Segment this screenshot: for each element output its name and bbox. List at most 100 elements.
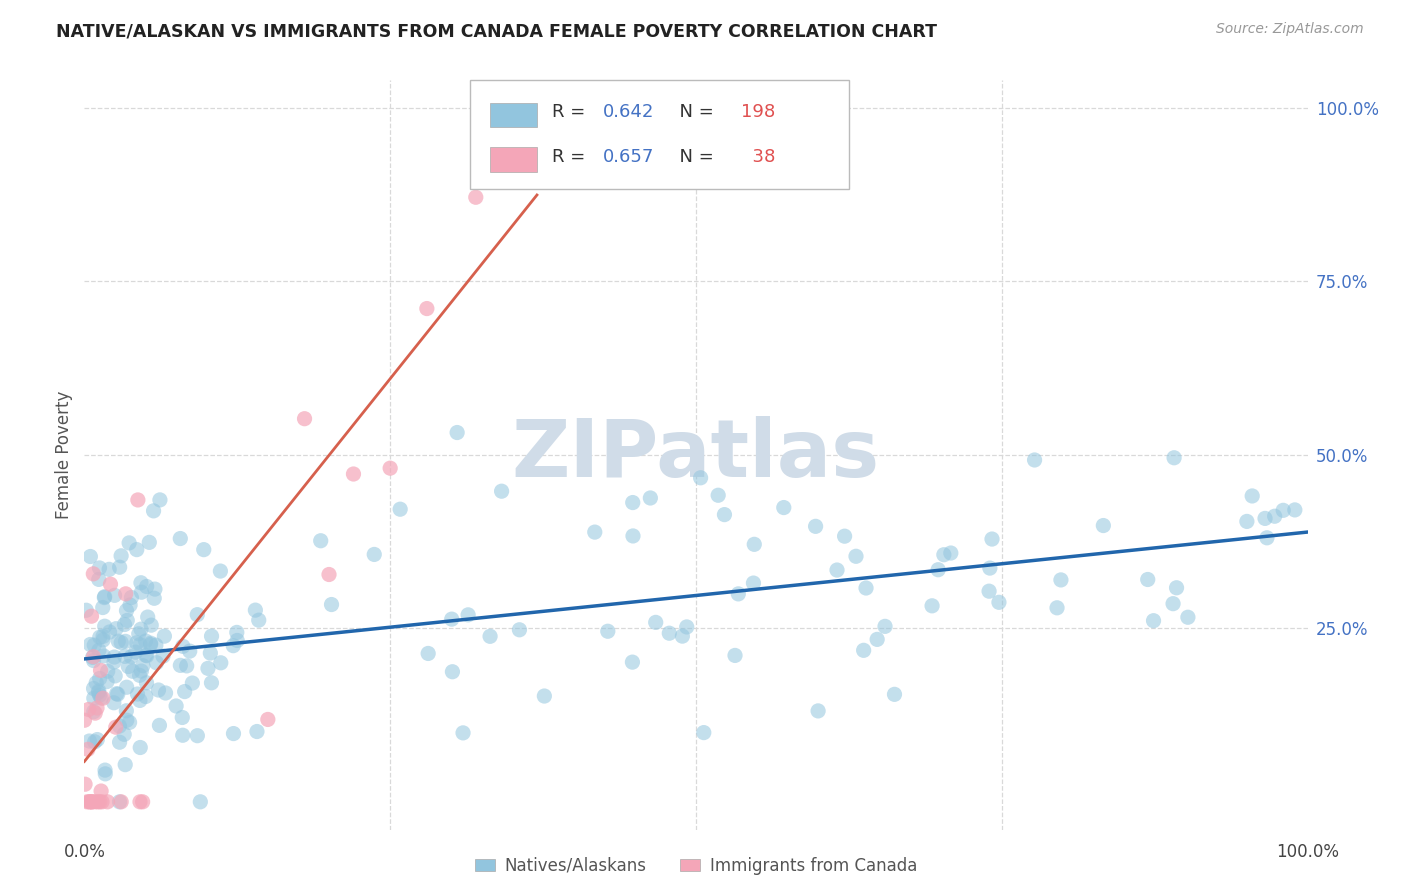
Point bbox=[321, 598, 343, 612]
Point bbox=[127, 687, 149, 701]
Point bbox=[107, 634, 129, 648]
Point bbox=[451, 726, 474, 740]
Point bbox=[440, 612, 463, 626]
Point bbox=[713, 508, 735, 522]
Point bbox=[222, 726, 245, 740]
Point bbox=[939, 546, 962, 560]
Point bbox=[1050, 573, 1073, 587]
Point bbox=[94, 763, 117, 777]
Point bbox=[143, 591, 166, 606]
Point bbox=[87, 684, 110, 698]
Legend: Natives/Alaskans, Immigrants from Canada: Natives/Alaskans, Immigrants from Canada bbox=[468, 850, 924, 881]
Point bbox=[120, 598, 142, 612]
Point bbox=[1241, 489, 1264, 503]
Point bbox=[834, 529, 856, 543]
FancyBboxPatch shape bbox=[491, 103, 537, 127]
Point bbox=[921, 599, 943, 613]
Point bbox=[583, 525, 606, 540]
Point bbox=[93, 648, 115, 663]
Point bbox=[103, 696, 125, 710]
Text: ZIPatlas: ZIPatlas bbox=[512, 416, 880, 494]
Point bbox=[257, 713, 280, 727]
Point bbox=[89, 561, 111, 575]
Point bbox=[141, 618, 163, 632]
Point bbox=[135, 675, 157, 690]
Point bbox=[87, 573, 110, 587]
Point bbox=[807, 704, 830, 718]
Point bbox=[129, 740, 152, 755]
Text: N =: N = bbox=[668, 103, 720, 121]
Point bbox=[1092, 518, 1115, 533]
Point bbox=[318, 567, 340, 582]
Point bbox=[139, 638, 162, 652]
Point bbox=[136, 610, 159, 624]
Point bbox=[621, 655, 644, 669]
Point bbox=[118, 536, 141, 550]
Point bbox=[1272, 503, 1295, 517]
Point bbox=[226, 633, 249, 648]
Point bbox=[209, 564, 232, 578]
Text: R =: R = bbox=[551, 103, 591, 121]
Point bbox=[105, 622, 128, 636]
Point bbox=[640, 491, 662, 505]
Point bbox=[108, 719, 131, 733]
Point bbox=[143, 582, 166, 596]
Point bbox=[125, 636, 148, 650]
Point bbox=[110, 549, 132, 563]
Point bbox=[114, 649, 136, 664]
Point bbox=[1264, 509, 1286, 524]
Point bbox=[128, 693, 150, 707]
Point bbox=[131, 664, 153, 678]
Point bbox=[457, 607, 479, 622]
Point bbox=[112, 727, 135, 741]
Point bbox=[852, 643, 875, 657]
Point bbox=[104, 669, 127, 683]
Point bbox=[89, 688, 111, 702]
Point bbox=[90, 690, 112, 705]
Point bbox=[83, 681, 105, 696]
Point bbox=[80, 609, 103, 624]
Point bbox=[502, 101, 524, 115]
Point bbox=[245, 603, 267, 617]
Point bbox=[197, 661, 219, 675]
Point bbox=[120, 591, 142, 605]
Point bbox=[96, 674, 118, 689]
Point bbox=[128, 627, 150, 641]
Point bbox=[173, 684, 195, 698]
Point bbox=[309, 533, 332, 548]
Point bbox=[200, 629, 222, 643]
Point bbox=[200, 675, 222, 690]
Point bbox=[82, 566, 104, 581]
Point bbox=[117, 659, 139, 673]
Point bbox=[87, 795, 110, 809]
Point bbox=[193, 542, 215, 557]
Point bbox=[772, 500, 794, 515]
Point bbox=[363, 548, 385, 562]
Point bbox=[83, 691, 105, 706]
Point bbox=[91, 795, 114, 809]
Point bbox=[621, 529, 644, 543]
Point bbox=[342, 467, 364, 481]
Point bbox=[127, 492, 149, 507]
Point bbox=[121, 665, 143, 679]
Text: Source: ZipAtlas.com: Source: ZipAtlas.com bbox=[1216, 22, 1364, 37]
Point bbox=[86, 701, 108, 715]
Point bbox=[89, 672, 111, 686]
Point bbox=[128, 668, 150, 682]
Point bbox=[1046, 600, 1069, 615]
Point bbox=[120, 649, 142, 664]
Text: NATIVE/ALASKAN VS IMMIGRANTS FROM CANADA FEMALE POVERTY CORRELATION CHART: NATIVE/ALASKAN VS IMMIGRANTS FROM CANADA… bbox=[56, 22, 938, 40]
Point bbox=[508, 623, 530, 637]
Point bbox=[671, 629, 693, 643]
Point bbox=[93, 590, 115, 604]
Text: N =: N = bbox=[668, 148, 720, 167]
Point bbox=[225, 625, 247, 640]
Point bbox=[138, 535, 160, 549]
Point bbox=[90, 664, 112, 678]
Point bbox=[97, 665, 120, 679]
Point bbox=[186, 607, 208, 622]
Point bbox=[83, 654, 105, 668]
Point bbox=[873, 619, 896, 633]
Point bbox=[727, 587, 749, 601]
Point bbox=[83, 735, 105, 749]
